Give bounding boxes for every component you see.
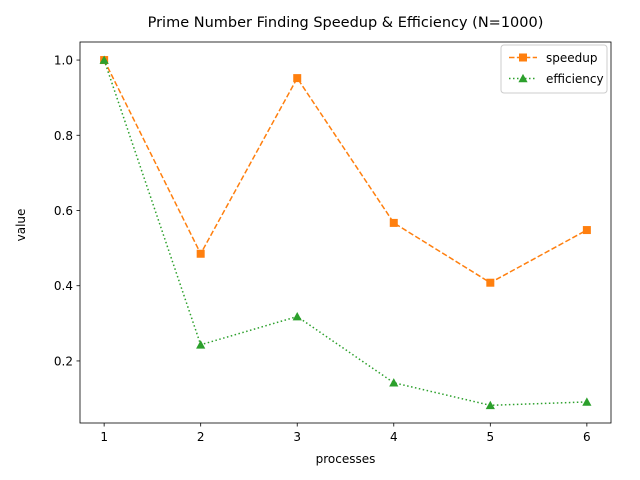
y-tick-label: 0.4 <box>54 279 73 293</box>
x-axis: 1 2 3 4 5 6 <box>100 423 591 444</box>
legend-marker-speedup <box>519 53 527 62</box>
legend-marker-efficiency <box>518 73 528 83</box>
data-point-efficiency <box>582 397 592 406</box>
legend-label-speedup: speedup <box>546 51 597 65</box>
data-point-efficiency <box>485 400 495 410</box>
series-efficiency <box>99 55 592 410</box>
plot-frame <box>79 41 612 424</box>
data-point-efficiency <box>99 55 109 64</box>
series-layer <box>99 55 592 410</box>
data-point-speedup <box>486 278 495 287</box>
legend: speedup efficiency <box>500 44 608 94</box>
data-point-speedup <box>389 218 398 227</box>
x-tick-label: 4 <box>390 430 398 444</box>
legend-item-speedup: speedup <box>509 51 597 65</box>
x-tick-label: 6 <box>583 430 591 444</box>
y-tick-label: 0.8 <box>54 129 73 143</box>
series-line-speedup <box>103 59 588 284</box>
x-tick-label: 1 <box>100 430 108 444</box>
y-axis-title: value <box>14 209 28 242</box>
data-point-efficiency <box>196 340 206 349</box>
y-tick-label: 0.6 <box>54 204 73 218</box>
legend-label-efficiency: efficiency <box>546 72 604 86</box>
x-tick-label: 2 <box>197 430 205 444</box>
y-tick-label: 0.2 <box>54 354 73 368</box>
x-axis-title: processes <box>316 452 376 466</box>
y-tick-label: 1.0 <box>54 54 73 68</box>
data-point-speedup <box>582 226 591 235</box>
legend-item-efficiency: efficiency <box>509 72 604 86</box>
x-tick-label: 3 <box>293 430 301 444</box>
data-point-speedup <box>196 249 205 258</box>
plot-area <box>79 41 612 424</box>
data-point-efficiency <box>292 311 302 321</box>
data-point-speedup <box>293 74 302 83</box>
x-tick-label: 5 <box>486 430 494 444</box>
chart-title: Prime Number Finding Speedup & Efficienc… <box>148 15 544 31</box>
data-point-efficiency <box>389 378 399 387</box>
y-axis: 0.2 0.4 0.6 0.8 1.0 <box>54 54 80 368</box>
